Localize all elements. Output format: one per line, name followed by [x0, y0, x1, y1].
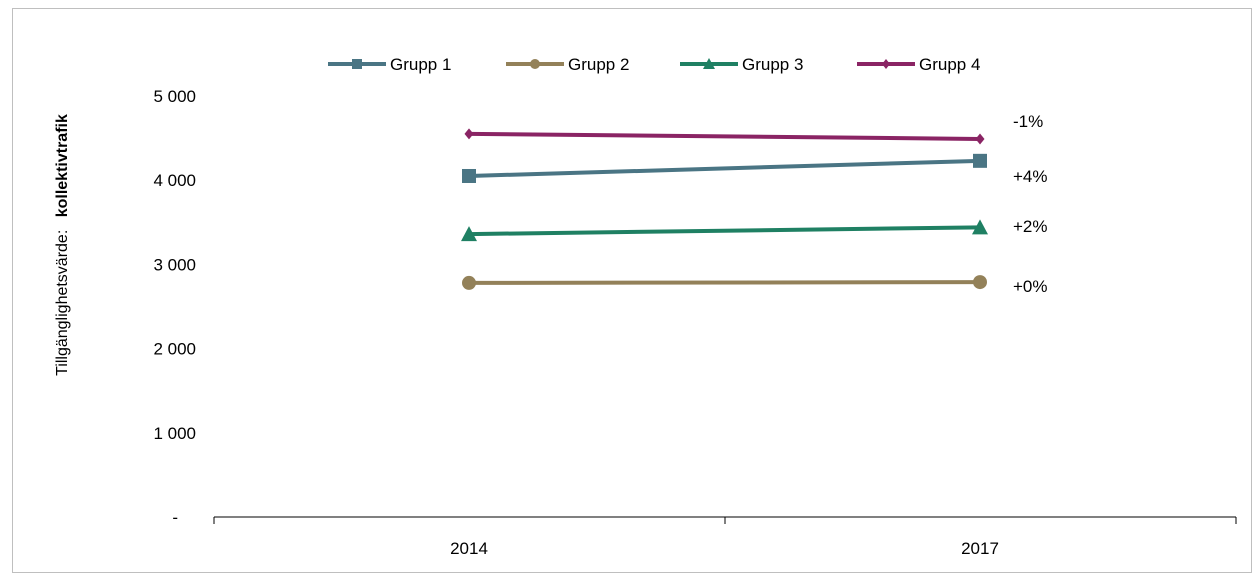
legend: Grupp 1 Grupp 2 Grupp 3 Grupp 4 — [328, 55, 980, 74]
legend-label-grupp-1: Grupp 1 — [390, 55, 451, 74]
series-line-grupp-2 — [468, 280, 981, 285]
series-group — [461, 128, 988, 290]
legend-label-grupp-4: Grupp 4 — [919, 55, 980, 74]
legend-item-grupp-4: Grupp 4 — [857, 55, 980, 74]
change-label-grupp-1: +4% — [1013, 167, 1048, 186]
data-point-grupp-3-2014 — [461, 226, 477, 242]
data-point-grupp-2-2014 — [462, 275, 476, 290]
y-tick-label: 5 000 — [153, 87, 196, 106]
y-axis-label: Tillgänglighetsvärde: kollektivtrafik — [54, 114, 71, 376]
svg-text:Tillgänglighetsvärde: ko: Tillgänglighetsvärde: kollektivtrafik — [54, 114, 71, 376]
y-axis-ticks: - 1 000 2 000 3 000 4 000 5 000 — [153, 87, 196, 527]
series-grupp-2 — [462, 275, 987, 290]
x-tick-label-2014: 2014 — [450, 539, 488, 558]
y-tick-label: 2 000 — [153, 340, 196, 359]
change-labels: +4% +0% +2% -1% — [1013, 112, 1048, 296]
series-grupp-4 — [464, 128, 985, 145]
data-point-grupp-4-2014 — [464, 128, 474, 140]
series-line-grupp-1 — [468, 158, 981, 178]
legend-marker-grupp-4 — [882, 59, 890, 69]
series-grupp-3 — [461, 219, 988, 242]
y-tick-label: - — [172, 508, 178, 527]
x-axis-tick-labels: 2014 2017 — [450, 539, 999, 558]
legend-marker-grupp-1 — [352, 59, 362, 69]
legend-marker-grupp-3 — [703, 58, 715, 69]
legend-label-grupp-3: Grupp 3 — [742, 55, 803, 74]
change-label-grupp-3: +2% — [1013, 217, 1048, 236]
legend-item-grupp-1: Grupp 1 — [328, 55, 451, 74]
data-point-grupp-3-2017 — [972, 219, 988, 235]
chart-frame — [12, 8, 1252, 573]
data-point-grupp-2-2017 — [973, 275, 987, 290]
legend-label-grupp-2: Grupp 2 — [568, 55, 629, 74]
x-tick-label-2017: 2017 — [961, 539, 999, 558]
y-tick-label: 3 000 — [153, 255, 196, 274]
change-label-grupp-4: -1% — [1013, 112, 1043, 131]
y-axis-label-emphasis: kollektivtrafik — [54, 114, 71, 217]
data-point-grupp-1-2017 — [973, 153, 987, 168]
data-point-grupp-1-2014 — [462, 168, 476, 183]
change-label-grupp-2: +0% — [1013, 277, 1048, 296]
legend-marker-grupp-2 — [530, 59, 540, 69]
y-tick-label: 4 000 — [153, 171, 196, 190]
legend-item-grupp-3: Grupp 3 — [680, 55, 803, 74]
legend-item-grupp-2: Grupp 2 — [506, 55, 629, 74]
y-tick-label: 1 000 — [153, 424, 196, 443]
data-point-grupp-4-2017 — [975, 133, 985, 145]
y-axis-label-prefix: Tillgänglighetsvärde: — [54, 230, 71, 376]
series-line-grupp-3 — [468, 225, 981, 237]
series-grupp-1 — [462, 153, 987, 183]
series-line-grupp-4 — [468, 131, 981, 141]
